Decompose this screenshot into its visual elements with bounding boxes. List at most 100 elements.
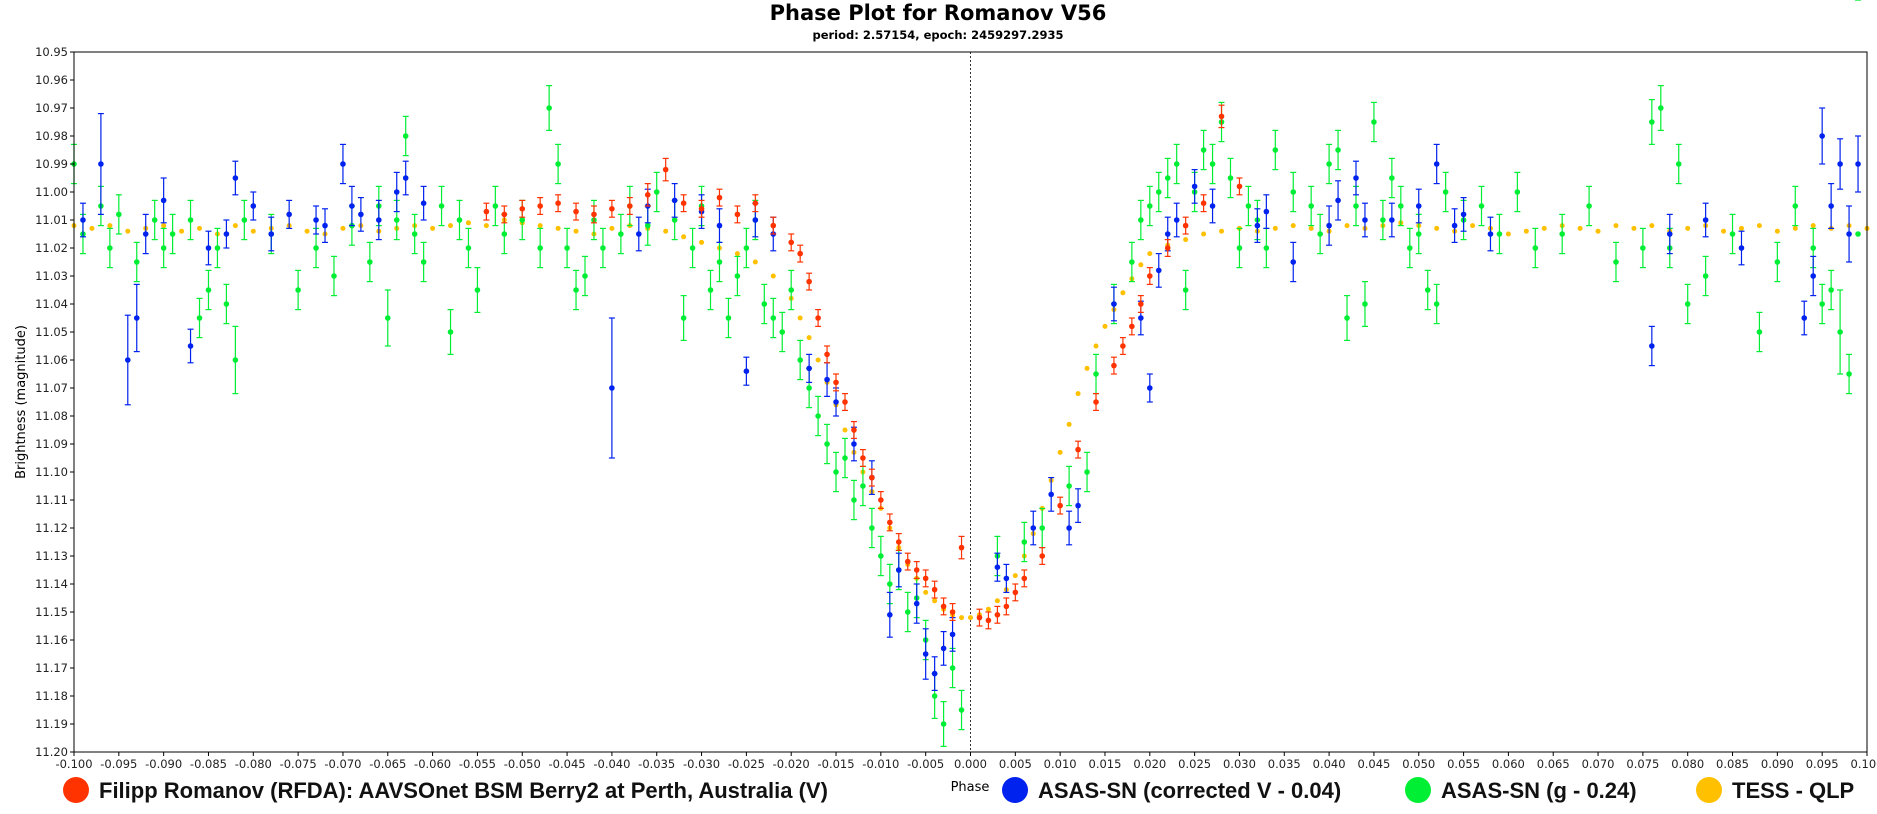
x-tick-label: 0.025 xyxy=(1178,757,1211,771)
x-tick-label: 0.010 xyxy=(1044,757,1077,771)
data-point xyxy=(644,192,651,198)
data-point xyxy=(1846,231,1852,237)
data-point xyxy=(430,225,436,231)
x-tick-label: 0.070 xyxy=(1582,757,1615,771)
data-point xyxy=(555,225,561,231)
data-point xyxy=(1138,301,1144,307)
legend: Filipp Romanov (RFDA): AAVSOnet BSM Berr… xyxy=(63,777,1854,803)
data-point xyxy=(125,228,131,234)
data-point xyxy=(223,301,230,307)
data-point xyxy=(232,357,239,363)
x-tick-label: -0.050 xyxy=(504,757,541,771)
data-point xyxy=(483,223,489,229)
x-tick-label: -0.100 xyxy=(55,757,92,771)
data-point xyxy=(770,273,776,279)
legend-label-asassn-g: ASAS-SN (g - 0.24) xyxy=(1441,778,1637,803)
data-point xyxy=(1433,301,1440,307)
data-point xyxy=(994,598,1000,604)
data-point xyxy=(698,206,705,212)
data-point xyxy=(1756,329,1763,335)
data-point xyxy=(1138,262,1144,268)
chart-title: Phase Plot for Romanov V56 xyxy=(770,1,1107,25)
y-tick-label: 11.08 xyxy=(35,409,68,423)
data-point xyxy=(573,228,579,234)
x-tick-label: 0.090 xyxy=(1761,757,1794,771)
data-point xyxy=(860,455,866,461)
data-point xyxy=(573,287,579,293)
x-tick-label: 0.045 xyxy=(1357,757,1390,771)
data-point xyxy=(949,631,956,638)
data-point xyxy=(699,239,705,245)
data-point xyxy=(591,211,597,218)
data-point xyxy=(797,315,803,321)
data-point xyxy=(1451,222,1458,229)
data-point xyxy=(1541,225,1547,231)
data-point xyxy=(1389,175,1395,181)
data-point xyxy=(1353,203,1359,209)
data-point xyxy=(1433,161,1440,167)
data-point xyxy=(1577,225,1583,231)
y-tick-label: 11.01 xyxy=(35,213,68,227)
data-point xyxy=(402,175,409,181)
data-point xyxy=(940,721,947,727)
data-point xyxy=(1559,231,1565,237)
data-point xyxy=(483,208,490,215)
data-point xyxy=(779,329,786,335)
data-point xyxy=(958,707,965,713)
data-point xyxy=(1183,237,1189,243)
data-point xyxy=(151,217,158,223)
y-tick-label: 11.04 xyxy=(35,297,68,311)
data-point xyxy=(1111,301,1117,307)
data-point xyxy=(1819,133,1825,139)
data-point xyxy=(160,197,167,204)
y-tick-label: 11.14 xyxy=(35,577,68,591)
data-point xyxy=(1272,147,1279,153)
data-point xyxy=(716,222,723,229)
x-tick-label: -0.070 xyxy=(324,757,361,771)
data-point xyxy=(887,612,893,618)
data-point xyxy=(501,231,508,237)
data-point xyxy=(922,575,929,582)
data-point xyxy=(1182,287,1189,293)
x-tick-label: 0.055 xyxy=(1447,757,1480,771)
data-point xyxy=(680,200,687,206)
data-point xyxy=(1523,228,1529,234)
data-point xyxy=(1514,189,1521,195)
data-point xyxy=(1640,245,1646,251)
data-point xyxy=(519,217,526,223)
x-tick-label: 0.080 xyxy=(1671,757,1704,771)
data-point xyxy=(940,603,947,610)
data-point xyxy=(1003,603,1010,610)
data-point xyxy=(402,133,409,139)
data-point xyxy=(1201,231,1207,237)
data-point xyxy=(519,206,526,212)
x-tick-label: -0.025 xyxy=(728,757,765,771)
x-axis: -0.100 -0.095 -0.090 -0.085 -0.080 -0.075 -0.0… xyxy=(55,752,1877,771)
data-point xyxy=(1685,225,1691,231)
data-point xyxy=(384,315,391,321)
data-point xyxy=(1415,231,1422,237)
data-point xyxy=(322,222,328,229)
data-point xyxy=(1756,223,1762,229)
x-tick-label: -0.045 xyxy=(549,757,586,771)
data-point xyxy=(958,544,965,551)
data-point xyxy=(1227,175,1234,181)
y-tick-label: 11.15 xyxy=(35,605,68,619)
data-point xyxy=(448,223,454,229)
data-point xyxy=(644,222,651,229)
data-point xyxy=(1308,203,1314,209)
data-point xyxy=(349,203,355,209)
data-point xyxy=(1362,217,1368,223)
data-point xyxy=(931,693,938,699)
x-tick-label: -0.065 xyxy=(369,757,406,771)
y-tick-label: 11.13 xyxy=(35,549,68,563)
data-point xyxy=(663,228,669,234)
data-point xyxy=(537,223,543,229)
data-point xyxy=(564,245,570,251)
x-tick-label: -0.005 xyxy=(907,757,944,771)
data-point xyxy=(734,211,741,218)
data-point xyxy=(1164,245,1171,251)
data-point xyxy=(940,645,947,652)
data-point xyxy=(1218,113,1225,120)
